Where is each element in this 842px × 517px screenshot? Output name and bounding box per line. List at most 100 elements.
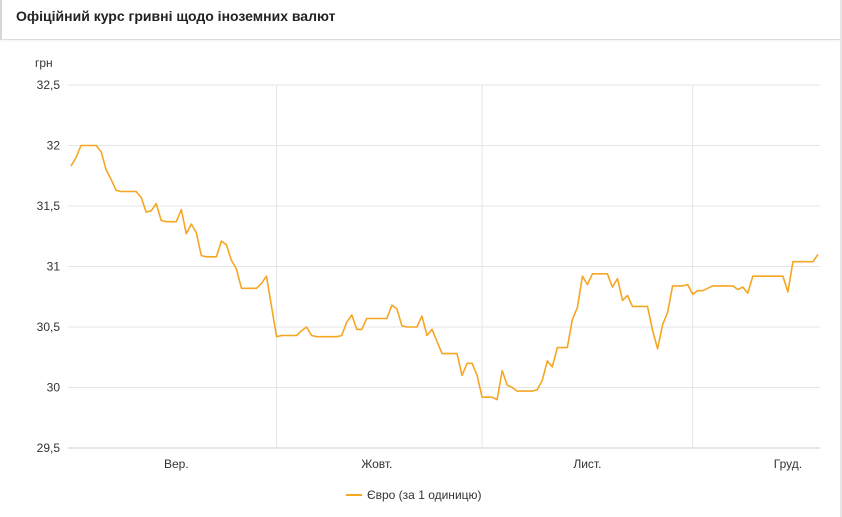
data-point — [346, 321, 348, 323]
data-point — [757, 275, 759, 277]
data-point — [190, 223, 192, 225]
data-point — [722, 285, 724, 287]
y-tick-label: 30 — [47, 381, 61, 395]
data-point — [566, 346, 568, 348]
data-point — [812, 261, 814, 263]
data-point — [115, 189, 117, 191]
data-point — [646, 305, 648, 307]
data-point — [321, 336, 323, 338]
data-point — [240, 287, 242, 289]
data-point — [396, 308, 398, 310]
data-point — [651, 329, 653, 331]
y-tick-label: 31 — [47, 260, 61, 274]
data-point — [762, 275, 764, 277]
legend-swatch-euro — [346, 494, 362, 496]
x-tick-label: Вер. — [164, 457, 189, 471]
data-point — [807, 261, 809, 263]
data-point — [100, 150, 102, 152]
exchange-rate-chart: 29,5 30 30,5 31 31,5 32 32,5 грн Вер. Жовт. Лист. Г… — [35, 56, 820, 471]
data-point — [772, 275, 774, 277]
data-point — [511, 386, 513, 388]
data-point — [225, 244, 227, 246]
data-point — [280, 334, 282, 336]
data-point — [767, 275, 769, 277]
data-point — [105, 169, 107, 171]
data-point — [501, 369, 503, 371]
data-point — [95, 144, 97, 146]
data-point — [466, 362, 468, 364]
data-point — [496, 398, 498, 400]
data-point — [351, 314, 353, 316]
data-point — [797, 261, 799, 263]
x-tick-label: Лист. — [573, 457, 601, 471]
data-point — [591, 273, 593, 275]
data-point — [160, 219, 162, 221]
data-point — [401, 325, 403, 327]
data-point — [817, 253, 819, 255]
data-point — [165, 221, 167, 223]
data-point — [611, 286, 613, 288]
data-point — [446, 352, 448, 354]
data-point — [356, 328, 358, 330]
data-point — [536, 389, 538, 391]
data-point — [406, 326, 408, 328]
data-point — [381, 317, 383, 319]
data-point — [195, 231, 197, 233]
page-title: Офіційний курс гривні щодо іноземних вал… — [16, 8, 336, 24]
data-point — [551, 366, 553, 368]
data-point — [290, 334, 292, 336]
data-point — [626, 294, 628, 296]
data-point — [170, 221, 172, 223]
data-point — [341, 334, 343, 336]
data-point — [90, 144, 92, 146]
data-point — [586, 283, 588, 285]
data-point — [571, 319, 573, 321]
data-point — [802, 261, 804, 263]
data-point — [366, 317, 368, 319]
data-point — [782, 275, 784, 277]
data-point — [451, 352, 453, 354]
data-point — [235, 268, 237, 270]
data-point — [275, 336, 277, 338]
data-point — [200, 254, 202, 256]
data-point — [310, 334, 312, 336]
data-point — [376, 317, 378, 319]
data-point — [210, 256, 212, 258]
data-point — [742, 286, 744, 288]
data-point — [656, 348, 658, 350]
data-point — [732, 285, 734, 287]
data-point — [616, 277, 618, 279]
data-point — [521, 390, 523, 392]
y-tick-label: 32,5 — [37, 78, 61, 92]
data-point — [316, 336, 318, 338]
data-point — [471, 362, 473, 364]
data-point — [295, 334, 297, 336]
data-point — [371, 317, 373, 319]
y-axis-label: грн — [35, 56, 53, 70]
data-point — [391, 304, 393, 306]
data-point — [185, 233, 187, 235]
chart-legend[interactable]: Євро (за 1 одиницю) — [346, 488, 482, 502]
data-point — [486, 396, 488, 398]
y-tick-label: 29,5 — [37, 441, 61, 455]
data-point — [331, 336, 333, 338]
data-point — [140, 196, 142, 198]
y-tick-label: 31,5 — [37, 199, 61, 213]
data-point — [476, 374, 478, 376]
data-point — [787, 291, 789, 293]
data-point — [326, 336, 328, 338]
data-point — [606, 273, 608, 275]
data-point — [541, 379, 543, 381]
data-point — [576, 306, 578, 308]
panel-border — [840, 0, 842, 517]
data-point — [687, 283, 689, 285]
data-point — [481, 396, 483, 398]
data-point — [265, 275, 267, 277]
data-point — [461, 374, 463, 376]
data-point — [516, 390, 518, 392]
data-point — [692, 293, 694, 295]
data-point — [155, 202, 157, 204]
data-point — [80, 144, 82, 146]
series-line-euro — [70, 144, 819, 401]
data-point — [506, 384, 508, 386]
